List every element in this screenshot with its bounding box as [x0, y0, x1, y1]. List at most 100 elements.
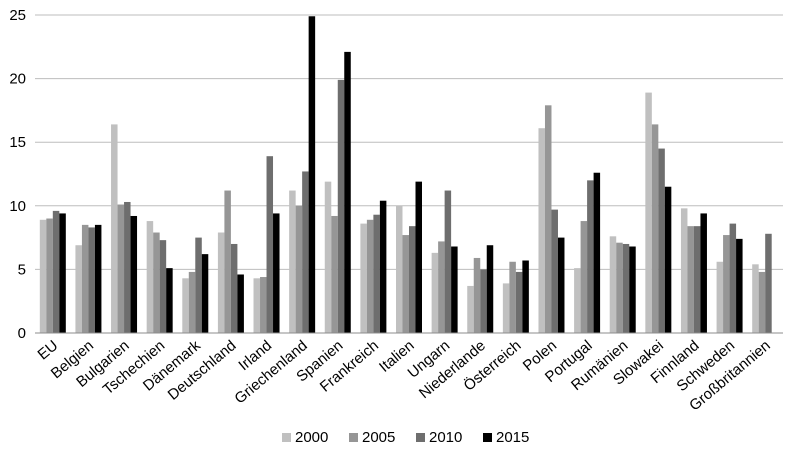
- legend-swatch-2000: [282, 433, 291, 442]
- bar-2000-5: [217, 232, 225, 333]
- legend-swatch-2010: [416, 433, 425, 442]
- bar-2000-20: [752, 264, 759, 333]
- y-tick-label: 5: [18, 261, 26, 278]
- bar-2010-2: [124, 201, 131, 333]
- bar-2005-8: [331, 215, 338, 333]
- bar-2000-11: [431, 252, 439, 333]
- bar-2000-9: [360, 223, 367, 333]
- bar-2010-11: [444, 190, 452, 333]
- bar-2015-4: [201, 254, 209, 333]
- bar-2005-17: [651, 124, 659, 333]
- bar-2000-12: [467, 285, 474, 333]
- bar-2005-2: [117, 204, 125, 333]
- y-tick-label: 25: [9, 7, 26, 24]
- bar-2015-3: [166, 268, 173, 333]
- legend-label-2000: 2000: [295, 429, 328, 446]
- bar-2010-4: [195, 237, 202, 333]
- bar-2010-14: [551, 209, 558, 333]
- bar-2005-5: [224, 190, 231, 333]
- bar-2000-7: [289, 190, 296, 333]
- bar-2015-19: [736, 238, 743, 333]
- bar-2015-8: [344, 51, 351, 333]
- bar-2015-6: [273, 213, 280, 333]
- bar-2015-0: [59, 213, 66, 333]
- y-tick-label: 0: [18, 325, 26, 342]
- bar-2015-13: [522, 260, 529, 333]
- bar-2015-1: [94, 224, 102, 333]
- bar-2000-13: [502, 283, 510, 333]
- bar-2000-8: [324, 181, 332, 333]
- bar-2015-16: [629, 246, 636, 333]
- bar-2015-2: [130, 215, 138, 333]
- bar-2010-5: [230, 243, 238, 333]
- legend-label-2005: 2005: [362, 429, 395, 446]
- bar-2005-12: [473, 257, 481, 333]
- bar-2010-16: [622, 243, 630, 333]
- bar-2005-9: [366, 219, 374, 333]
- bars: [39, 16, 772, 333]
- bar-2000-1: [75, 245, 82, 333]
- bar-2000-0: [39, 219, 47, 333]
- bar-2005-4: [188, 271, 196, 333]
- bar-2005-18: [687, 226, 694, 333]
- bar-2005-7: [295, 205, 303, 333]
- bar-2005-20: [758, 271, 766, 333]
- bar-2000-2: [111, 124, 118, 333]
- bar-2005-16: [616, 242, 623, 333]
- bar-2010-8: [337, 79, 345, 333]
- bar-2015-10: [415, 181, 422, 333]
- bar-2010-20: [765, 233, 772, 333]
- bar-2015-17: [664, 186, 672, 333]
- bar-2005-19: [723, 235, 730, 333]
- bar-2000-17: [645, 92, 652, 333]
- bar-2015-9: [379, 200, 387, 333]
- x-category-label: EU: [34, 337, 61, 363]
- y-axis-tick-labels: 0 5 10 15 20 25: [9, 7, 26, 342]
- bar-2010-17: [658, 148, 665, 333]
- bar-2005-13: [509, 261, 516, 333]
- legend-swatch-2005: [349, 433, 358, 442]
- bar-2010-7: [302, 171, 309, 333]
- bar-2000-4: [182, 278, 189, 333]
- x-axis-category-labels: EUBelgienBulgarienTschechienDänemarkDeut…: [34, 336, 773, 414]
- bar-2000-14: [538, 128, 545, 333]
- y-tick-label: 20: [9, 71, 26, 88]
- bar-2000-10: [396, 205, 403, 333]
- bar-2015-7: [308, 16, 316, 333]
- bar-2015-14: [557, 237, 565, 333]
- legend-label-2010: 2010: [429, 429, 462, 446]
- bar-2010-15: [587, 180, 594, 333]
- bar-2005-10: [402, 235, 409, 333]
- bar-2010-19: [729, 223, 737, 333]
- bar-2010-0: [52, 210, 60, 333]
- bar-2005-6: [260, 277, 267, 333]
- bar-2010-9: [373, 214, 380, 333]
- y-tick-label: 10: [9, 198, 26, 215]
- legend-swatch-2015: [483, 433, 492, 442]
- bar-2000-19: [716, 261, 724, 333]
- bar-2015-5: [237, 274, 244, 333]
- bar-2010-12: [480, 269, 487, 333]
- bar-2010-18: [693, 226, 701, 333]
- bar-2005-15: [580, 221, 588, 333]
- bar-2005-0: [46, 218, 53, 333]
- y-tick-label: 15: [9, 134, 26, 151]
- bar-2005-1: [81, 224, 89, 333]
- bar-2010-13: [515, 271, 523, 333]
- legend: 2000 2005 2010 2015: [282, 429, 529, 446]
- bar-2010-1: [88, 227, 95, 333]
- bar-2005-11: [438, 241, 445, 333]
- bar-2000-6: [253, 278, 261, 333]
- bar-2000-15: [574, 268, 581, 333]
- bar-2015-11: [451, 246, 458, 333]
- bar-2015-12: [486, 245, 494, 333]
- bar-2000-3: [146, 221, 154, 333]
- bar-2010-3: [159, 240, 167, 333]
- bar-2010-10: [409, 226, 416, 333]
- bar-2015-18: [700, 213, 707, 333]
- bar-2005-3: [153, 232, 160, 333]
- bar-2005-14: [544, 105, 552, 333]
- bar-2000-16: [609, 236, 617, 333]
- bar-2010-6: [266, 156, 274, 333]
